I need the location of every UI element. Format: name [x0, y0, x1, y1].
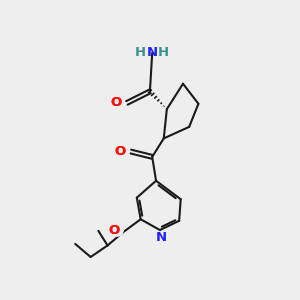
Text: O: O — [114, 145, 125, 158]
Text: O: O — [114, 145, 125, 158]
Text: O: O — [109, 224, 120, 236]
Text: N: N — [156, 231, 167, 244]
Text: H: H — [158, 46, 169, 59]
Text: O: O — [109, 224, 120, 236]
Text: H: H — [135, 46, 146, 59]
Text: O: O — [110, 97, 122, 110]
Text: O: O — [110, 97, 122, 110]
Text: N: N — [147, 46, 158, 59]
